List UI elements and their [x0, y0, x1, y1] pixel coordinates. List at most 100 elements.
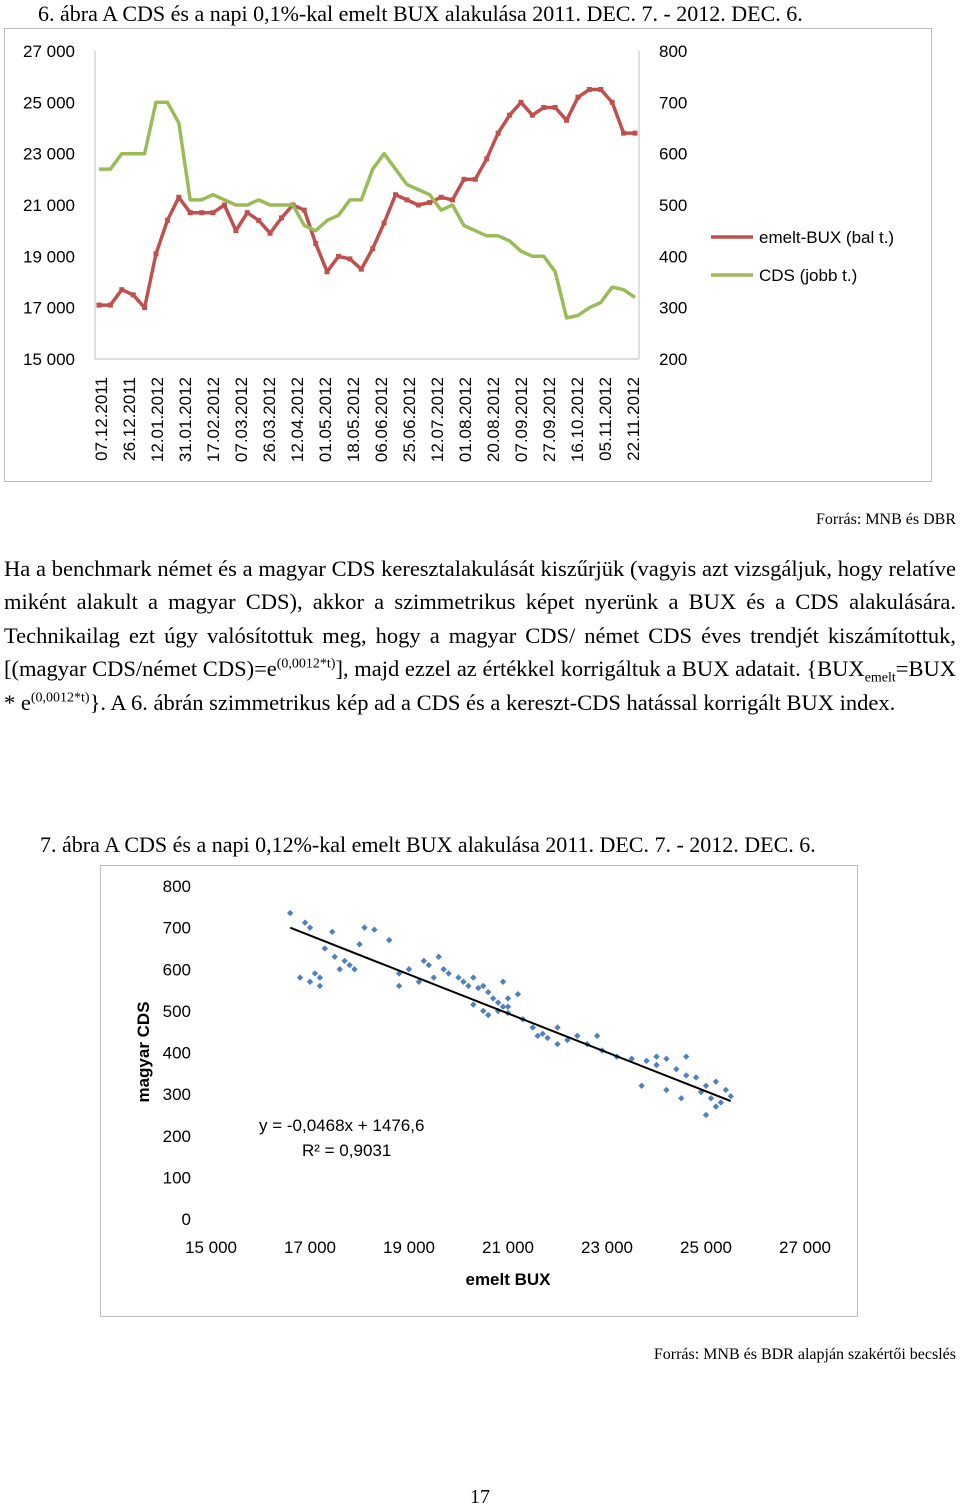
- figure6-source: Forrás: MNB és DBR: [815, 511, 956, 528]
- scatter-point: [405, 966, 413, 973]
- y-left-tick-label: 15 000: [23, 350, 75, 369]
- x-tick-label: 31.01.2012: [176, 377, 195, 462]
- scatter-point: [306, 924, 314, 931]
- scatter-point: [386, 936, 393, 944]
- bux-marker: [210, 210, 216, 216]
- bux-marker: [393, 192, 399, 198]
- bux-marker: [472, 176, 478, 182]
- y-tick-label: 0: [182, 1210, 191, 1229]
- scatter-point: [712, 1103, 720, 1110]
- x-tick-label: 17 000: [284, 1238, 336, 1257]
- bux-marker: [621, 130, 627, 136]
- x-tick-label: 01.05.2012: [316, 377, 335, 462]
- scatter-point: [683, 1072, 690, 1079]
- y-right-tick-label: 200: [659, 350, 687, 369]
- bux-marker: [564, 117, 570, 123]
- trendline-r2: R² = 0,9031: [302, 1141, 391, 1160]
- bux-marker: [176, 194, 182, 200]
- scatter-point: [316, 974, 324, 981]
- scatter-point: [301, 919, 309, 926]
- scatter-point: [504, 995, 512, 1002]
- y-tick-label: 300: [163, 1085, 191, 1104]
- scatter-point: [306, 978, 314, 985]
- x-tick-label: 07.03.2012: [232, 377, 251, 462]
- paragraph-sup-1: (0,0012*t): [276, 656, 336, 672]
- scatter-point: [321, 945, 329, 952]
- y-tick-label: 500: [163, 1002, 191, 1021]
- paragraph-text-1: Ha a benchmark német és a magyar CDS ker…: [4, 556, 956, 682]
- paragraph-sub-1: emelt: [864, 670, 896, 686]
- scatter-point: [692, 1074, 700, 1081]
- scatter-point: [430, 974, 437, 981]
- scatter-point: [529, 1024, 536, 1031]
- y-left-tick-label: 27 000: [23, 42, 75, 61]
- x-tick-label: 25 000: [680, 1238, 732, 1257]
- x-tick-label: 18.05.2012: [344, 377, 363, 462]
- bux-marker: [301, 207, 307, 213]
- bux-marker: [632, 130, 638, 136]
- bux-marker: [107, 302, 113, 308]
- legend-cds-label: CDS (jobb t.): [759, 266, 857, 285]
- trendline-equation: y = -0,0468x + 1476,6: [259, 1116, 424, 1135]
- scatter-point: [346, 961, 353, 969]
- scatter-point: [435, 953, 442, 960]
- y-tick-label: 200: [163, 1127, 191, 1146]
- scatter-point: [311, 970, 319, 977]
- bux-marker: [575, 94, 581, 100]
- scatter-point: [554, 1024, 561, 1031]
- bux-marker: [461, 176, 467, 182]
- scatter-point: [331, 953, 338, 960]
- y-right-tick-label: 600: [659, 145, 687, 164]
- bux-marker: [507, 112, 513, 118]
- x-tick-label: 17.02.2012: [204, 377, 223, 462]
- y-left-tick-label: 19 000: [23, 247, 75, 266]
- scatter-point: [643, 1057, 650, 1065]
- scatter-point: [653, 1061, 660, 1069]
- y-tick-label: 700: [163, 919, 191, 938]
- scatter-point: [356, 941, 363, 948]
- scatter-point: [420, 957, 428, 965]
- bux-marker: [221, 202, 227, 208]
- scatter-point: [663, 1055, 670, 1062]
- scatter-point: [485, 1011, 492, 1019]
- x-tick-label: 27.09.2012: [540, 377, 559, 462]
- scatter-point: [663, 1086, 670, 1094]
- bux-marker: [313, 241, 319, 246]
- scatter-point: [460, 978, 467, 985]
- x-tick-label: 06.06.2012: [372, 377, 391, 462]
- scatter-point: [707, 1095, 715, 1102]
- scatter-point: [504, 1003, 512, 1010]
- bux-marker: [404, 197, 410, 203]
- scatter-point: [574, 1032, 581, 1040]
- paragraph-sup-2: (0,0012*t): [30, 690, 90, 706]
- scatter-point: [628, 1055, 635, 1062]
- bux-marker: [541, 104, 547, 110]
- figure7-source: Forrás: MNB és BDR alapján szakértői bec…: [653, 1346, 956, 1363]
- bux-marker: [450, 197, 456, 203]
- bux-marker: [153, 251, 159, 257]
- y-right-tick-label: 300: [659, 299, 687, 318]
- bux-marker: [484, 156, 490, 162]
- y-tick-label: 600: [163, 960, 191, 979]
- bux-marker: [552, 104, 558, 110]
- scatter-point: [329, 928, 336, 935]
- bux-marker: [187, 210, 193, 216]
- scatter-point: [371, 926, 378, 933]
- scatter-point: [499, 978, 507, 985]
- y-tick-label: 400: [163, 1044, 191, 1063]
- bux-marker: [518, 99, 524, 105]
- x-tick-label: 21 000: [482, 1238, 534, 1257]
- scatter-point: [445, 970, 452, 977]
- bux-marker: [324, 269, 330, 275]
- paragraph-text-4: }. A 6. ábrán szimmetrikus kép ad a CDS …: [89, 689, 896, 715]
- bux-marker: [529, 112, 535, 118]
- bux-marker: [586, 87, 592, 92]
- scatter-point: [702, 1111, 710, 1119]
- x-tick-label: 19 000: [383, 1238, 435, 1257]
- scatter-point: [395, 982, 403, 990]
- x-tick-label: 12.07.2012: [428, 377, 447, 462]
- x-tick-label: 15 000: [185, 1238, 237, 1257]
- scatter-point: [638, 1082, 645, 1089]
- x-tick-label: 23 000: [581, 1238, 633, 1257]
- x-tick-label: 16.10.2012: [568, 377, 587, 462]
